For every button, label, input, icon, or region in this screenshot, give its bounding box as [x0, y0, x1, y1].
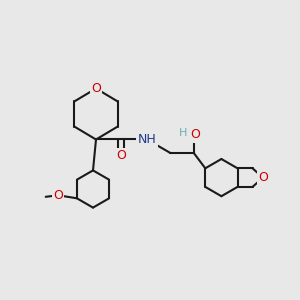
Text: O: O	[117, 149, 126, 163]
Text: O: O	[53, 189, 63, 202]
Text: O: O	[190, 128, 200, 142]
Text: NH: NH	[138, 133, 156, 146]
Text: O: O	[258, 171, 268, 184]
Text: H: H	[179, 128, 188, 139]
Text: O: O	[91, 82, 101, 95]
